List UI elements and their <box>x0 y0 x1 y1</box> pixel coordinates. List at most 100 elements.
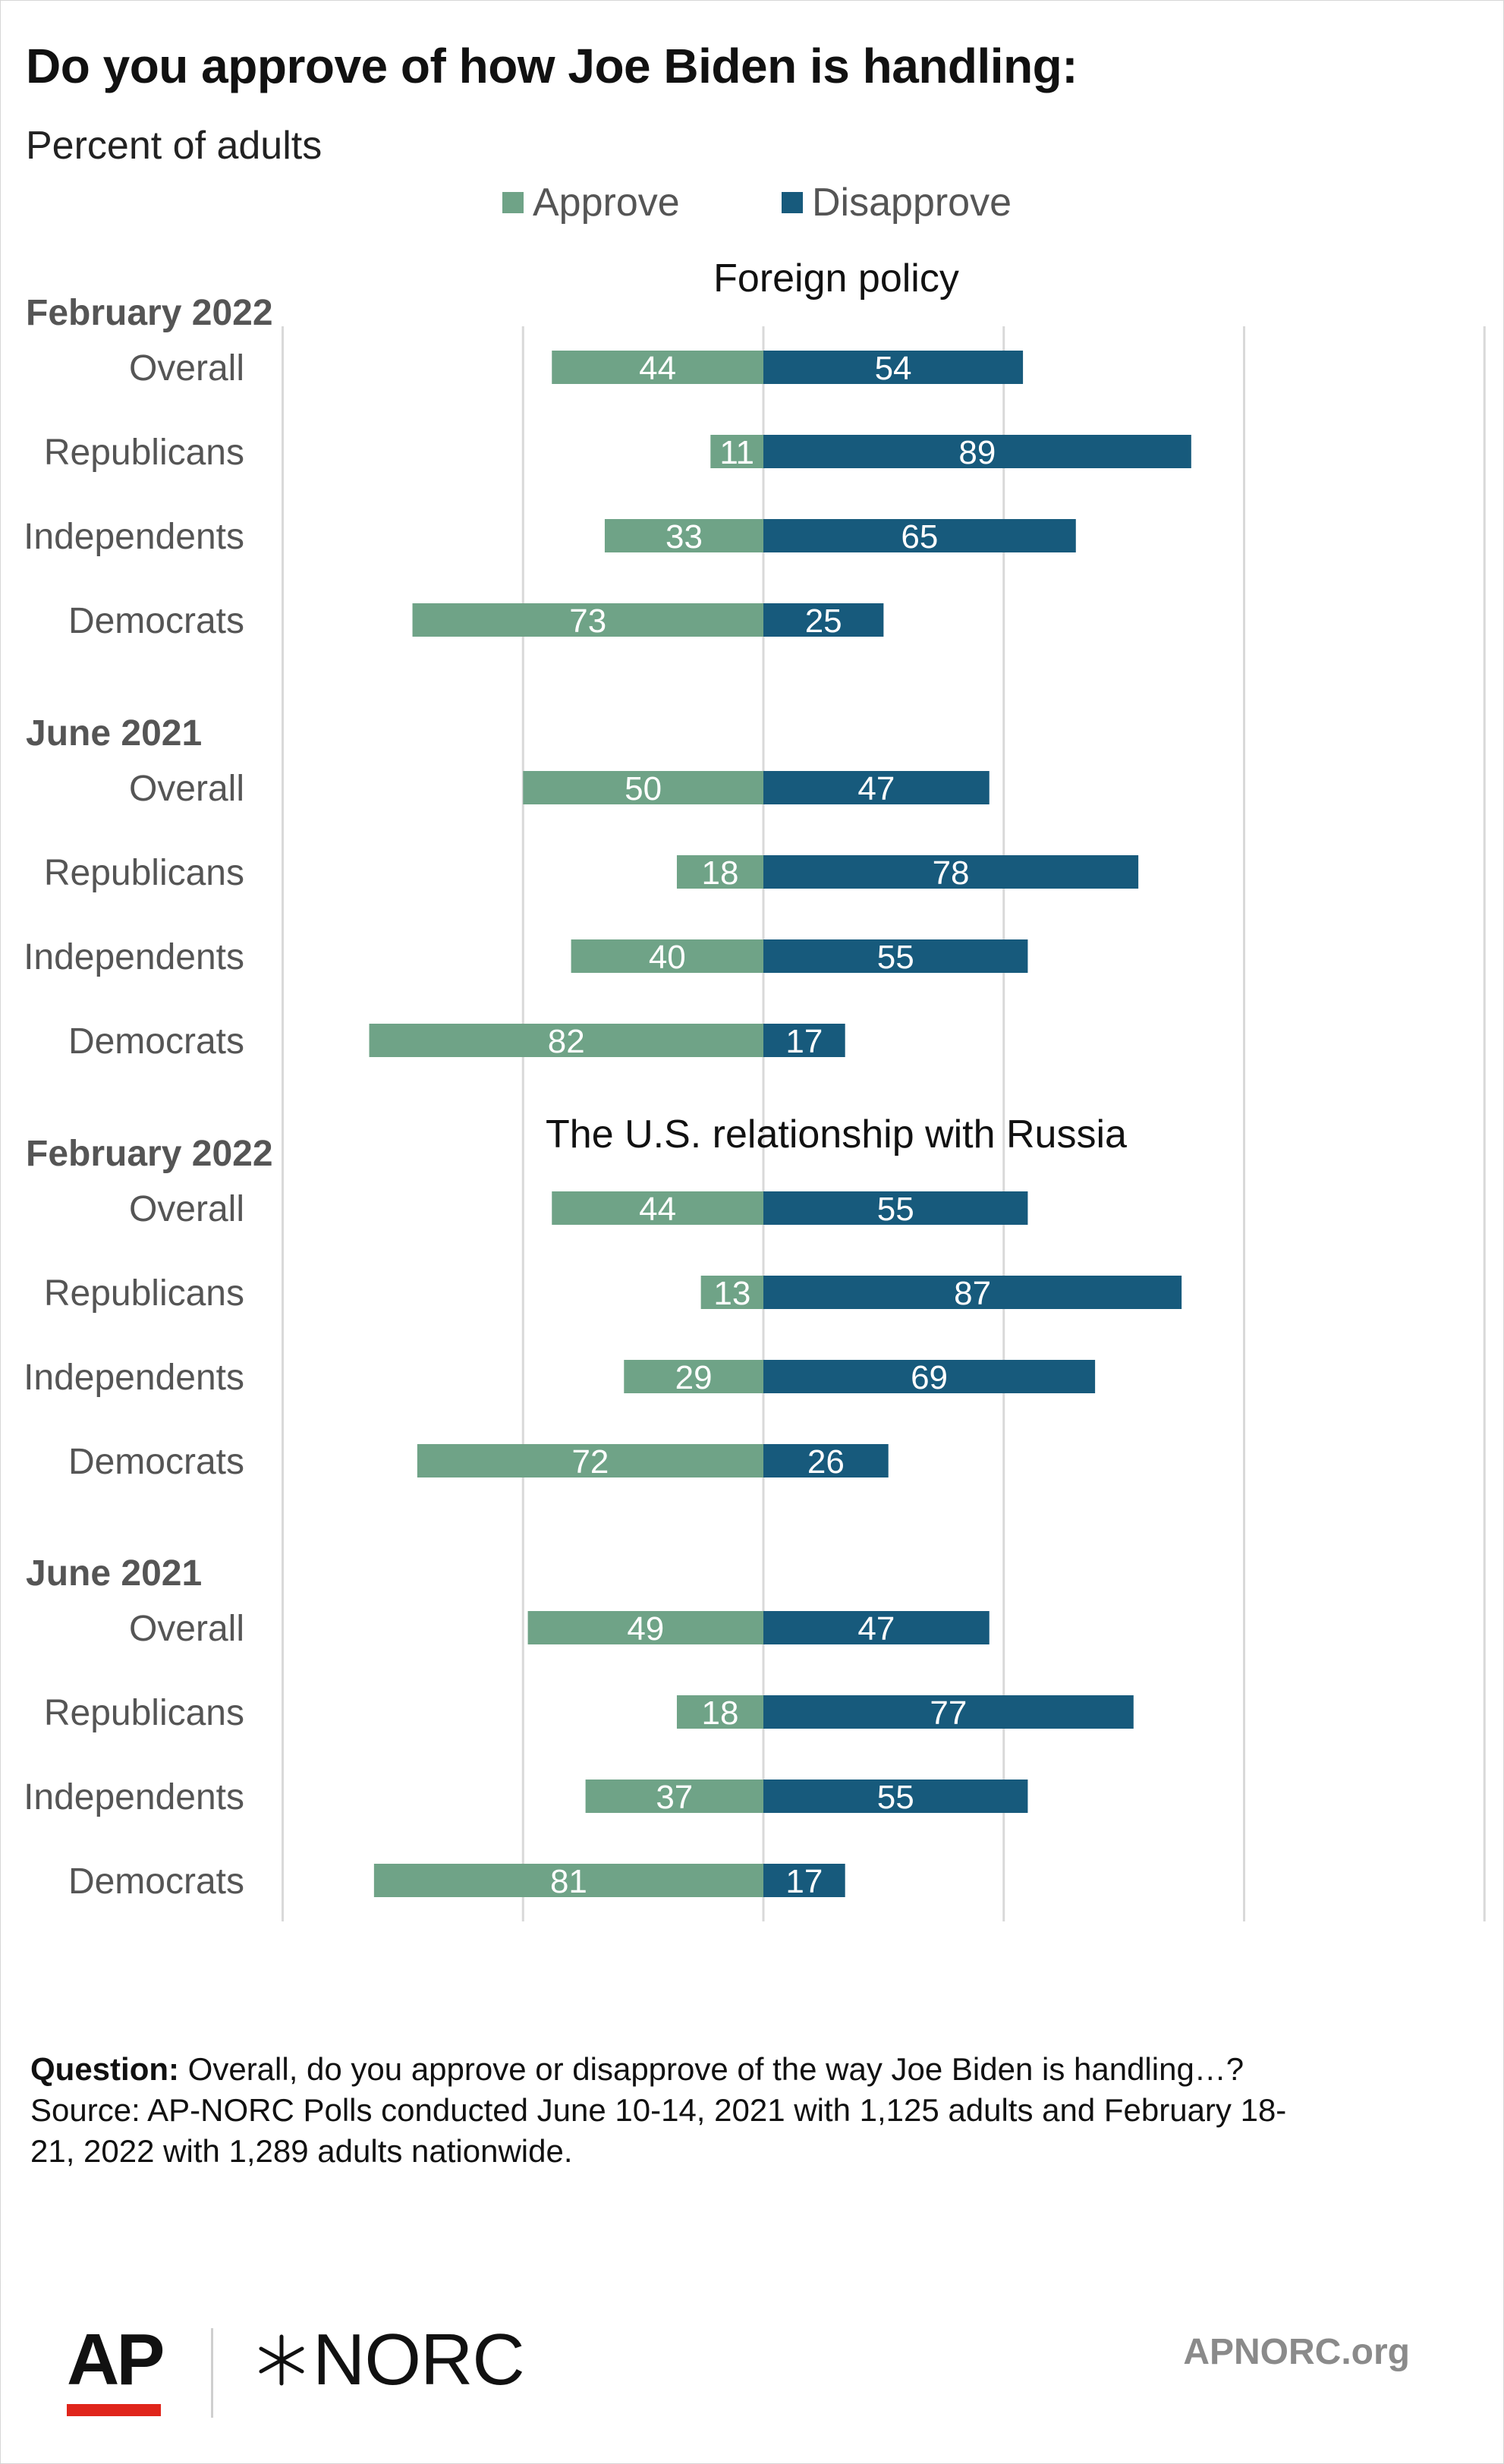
disapprove-bar <box>763 1864 845 1897</box>
approve-swatch <box>502 192 524 213</box>
period-label: February 2022 <box>26 293 273 333</box>
approve-value-label: 50 <box>625 770 662 807</box>
disapprove-bar <box>763 1191 1028 1225</box>
approve-bar <box>676 855 763 889</box>
disapprove-value-label: 55 <box>877 1191 914 1228</box>
row-label: Democrats <box>68 1021 244 1062</box>
row-label: Overall <box>129 1189 244 1229</box>
legend-approve: Approve <box>502 176 680 229</box>
disapprove-bar <box>763 1780 1028 1813</box>
row-label: Republicans <box>44 433 244 473</box>
disapprove-value-label: 25 <box>805 603 842 640</box>
disapprove-value-label: 77 <box>930 1695 967 1732</box>
approve-value-label: 49 <box>627 1610 664 1647</box>
disapprove-value-label: 26 <box>807 1443 845 1481</box>
disapprove-swatch <box>782 192 803 213</box>
disapprove-bar <box>763 1360 1096 1393</box>
disapprove-value-label: 89 <box>958 434 996 471</box>
row-label: Republicans <box>44 853 244 893</box>
legend-disapprove-label: Disapprove <box>812 181 1012 225</box>
disapprove-bar <box>763 1695 1134 1729</box>
row-label: Republicans <box>44 1693 244 1733</box>
ap-logo: AP <box>67 2319 165 2400</box>
approve-value-label: 18 <box>702 854 739 892</box>
disapprove-value-label: 54 <box>875 350 912 387</box>
disapprove-bar <box>763 1024 845 1057</box>
disapprove-value-label: 87 <box>954 1275 991 1312</box>
disapprove-bar <box>763 1276 1182 1309</box>
question-label: Question: <box>30 2051 179 2087</box>
period-label: February 2022 <box>26 1134 273 1174</box>
disapprove-value-label: 17 <box>785 1863 823 1900</box>
approve-value-label: 37 <box>656 1779 693 1816</box>
row-label: Democrats <box>68 1861 244 1902</box>
approve-value-label: 40 <box>649 939 686 976</box>
approve-value-label: 73 <box>569 603 606 640</box>
disapprove-value-label: 65 <box>901 518 938 555</box>
approve-value-label: 81 <box>550 1863 587 1900</box>
approve-bar <box>676 1695 763 1729</box>
row-label: Republicans <box>44 1273 244 1314</box>
disapprove-bar <box>763 1611 990 1644</box>
disapprove-value-label: 55 <box>877 939 914 976</box>
approve-value-label: 44 <box>639 350 676 387</box>
norc-logo-text: NORC <box>313 2319 525 2400</box>
approve-value-label: 11 <box>719 434 754 471</box>
approve-bar <box>700 1276 763 1309</box>
approve-bar <box>624 1360 763 1393</box>
source-line-2: 21, 2022 with 1,289 adults nationwide. <box>30 2133 573 2169</box>
footnote: Question: Overall, do you approve or dis… <box>30 2049 1457 2172</box>
row-label: Independents <box>24 1358 244 1398</box>
approve-value-label: 44 <box>639 1191 676 1228</box>
approve-bar <box>552 351 763 384</box>
row-label: Overall <box>129 348 244 389</box>
question-line: Question: Overall, do you approve or dis… <box>30 2049 1457 2090</box>
row-label: Democrats <box>68 1442 244 1482</box>
approve-value-label: 82 <box>548 1023 585 1060</box>
website-link[interactable]: APNORC.org <box>1183 2332 1410 2372</box>
row-label: Overall <box>129 769 244 809</box>
approve-bar <box>369 1024 763 1057</box>
disapprove-bar <box>763 435 1191 468</box>
approve-bar <box>373 1864 763 1897</box>
disapprove-bar <box>763 519 1076 552</box>
approve-bar <box>412 603 763 637</box>
row-label: Independents <box>24 517 244 557</box>
disapprove-bar <box>763 351 1024 384</box>
row-label: Independents <box>24 937 244 977</box>
disapprove-bar <box>763 771 990 804</box>
disapprove-value-label: 17 <box>785 1023 823 1060</box>
approve-value-label: 33 <box>665 518 703 555</box>
disapprove-value-label: 47 <box>857 1610 895 1647</box>
approve-bar <box>585 1780 763 1813</box>
approve-value-label: 18 <box>702 1695 739 1732</box>
disapprove-bar <box>763 939 1028 973</box>
chart-area: Foreign policy February 2022 Overall 44 54 Re… <box>24 256 1486 1921</box>
disapprove-value-label: 55 <box>877 1779 914 1816</box>
chart-title: Do you approve of how Joe Biden is handl… <box>26 39 1078 93</box>
star-icon <box>259 2334 304 2386</box>
disapprove-value-label: 78 <box>933 854 970 892</box>
disapprove-bar <box>763 603 884 637</box>
approve-bar <box>417 1444 763 1477</box>
row-label: Democrats <box>68 601 244 641</box>
panel-title: The U.S. relationship with Russia <box>546 1112 1127 1156</box>
norc-logo: NORC <box>253 2318 525 2402</box>
question-text: Overall, do you approve or disapprove of… <box>179 2051 1244 2087</box>
legend-approve-label: Approve <box>533 181 680 225</box>
approve-bar <box>552 1191 763 1225</box>
approve-value-label: 13 <box>713 1275 750 1312</box>
approve-value-label: 72 <box>571 1443 609 1481</box>
disapprove-bar <box>763 1444 889 1477</box>
approve-bar <box>604 519 763 552</box>
disapprove-bar <box>763 855 1139 889</box>
approve-bar <box>571 939 763 973</box>
approve-bar <box>527 1611 763 1644</box>
approve-bar <box>710 435 763 468</box>
disapprove-value-label: 47 <box>857 770 895 807</box>
approve-value-label: 29 <box>675 1359 713 1396</box>
approve-bar <box>523 771 763 804</box>
panel-title: Foreign policy <box>713 256 959 301</box>
row-label: Overall <box>129 1609 244 1649</box>
logo-divider <box>211 2328 213 2418</box>
